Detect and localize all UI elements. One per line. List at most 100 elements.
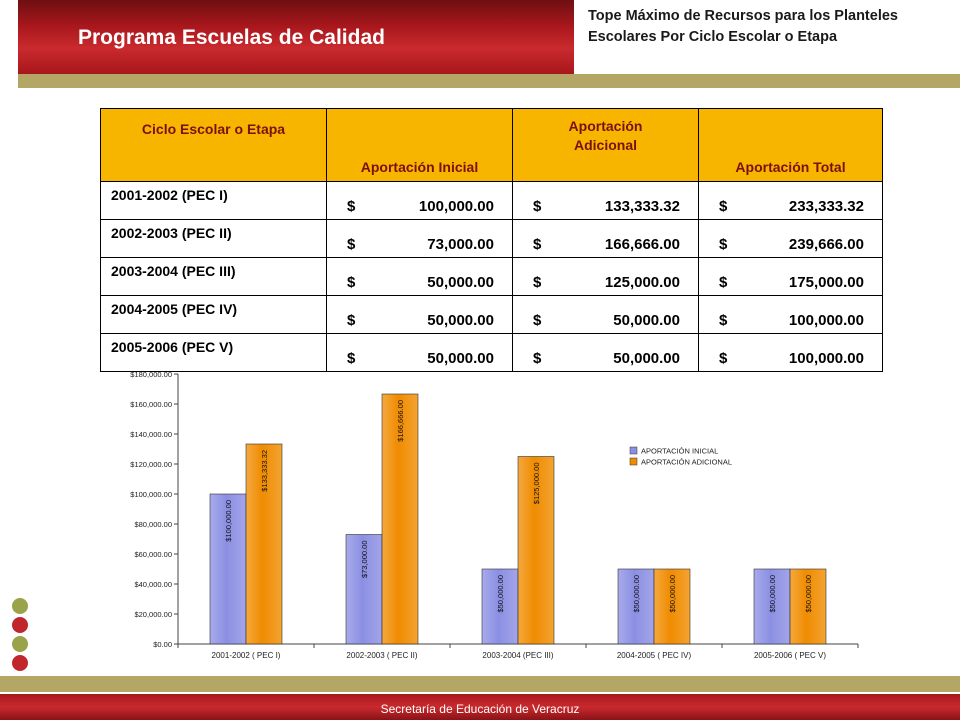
money-value: $50,000.00 xyxy=(327,350,512,367)
header-stripe xyxy=(18,74,960,88)
money-value: $125,000.00 xyxy=(513,274,698,291)
amount: 233,333.32 xyxy=(788,198,864,215)
cell-total: $100,000.00 xyxy=(698,295,883,334)
x-tick-label: 2003-2004 (PEC III) xyxy=(482,651,553,660)
data-label: $50,000.00 xyxy=(768,575,777,613)
header-adicional: Aportación Adicional xyxy=(512,108,699,182)
money-value: $239,666.00 xyxy=(699,236,882,253)
cell-adicional: $166,666.00 xyxy=(512,219,699,258)
money-value: $50,000.00 xyxy=(513,312,698,329)
footer-text: Secretaría de Educación de Veracruz xyxy=(380,702,580,716)
table-header-row: Ciclo Escolar o Etapa Aportación Inicial… xyxy=(100,108,883,182)
money-value: $50,000.00 xyxy=(513,350,698,367)
y-tick-label: $0.00 xyxy=(153,640,172,649)
data-label: $100,000.00 xyxy=(224,500,233,542)
table-row: 2005-2006 (PEC V) $50,000.00 $50,000.00 $10… xyxy=(100,333,883,372)
bar-adicional xyxy=(653,568,691,645)
cell-ciclo: 2001-2002 (PEC I) xyxy=(100,181,327,220)
legend-label: APORTACIÓN INICIAL xyxy=(641,447,718,456)
amount: 166,666.00 xyxy=(604,236,680,253)
decor-dot-1 xyxy=(12,598,28,614)
bar-adicional xyxy=(245,443,283,645)
currency-symbol: $ xyxy=(719,350,728,367)
y-tick-label: $180,000.00 xyxy=(130,370,172,379)
data-label: $133,333.32 xyxy=(260,450,269,492)
bar-adicional xyxy=(789,568,827,645)
bar-inicial xyxy=(345,534,383,645)
amount: 100,000.00 xyxy=(418,198,494,215)
data-label: $50,000.00 xyxy=(668,575,677,613)
table-row: 2001-2002 (PEC I) $100,000.00 $133,333.32 $… xyxy=(100,181,883,220)
data-label: $50,000.00 xyxy=(804,575,813,613)
data-label: $125,000.00 xyxy=(532,463,541,505)
currency-symbol: $ xyxy=(347,312,356,329)
bar-inicial xyxy=(617,568,655,645)
amount: 50,000.00 xyxy=(613,350,680,367)
x-tick-label: 2001-2002 ( PEC I) xyxy=(212,651,281,660)
page-title: Programa Escuelas de Calidad xyxy=(78,26,385,49)
amount: 133,333.32 xyxy=(604,198,680,215)
cell-total: $233,333.32 xyxy=(698,181,883,220)
amount: 50,000.00 xyxy=(613,312,680,329)
y-tick-label: $100,000.00 xyxy=(130,490,172,499)
decor-dot-4 xyxy=(12,655,28,671)
cell-inicial: $50,000.00 xyxy=(326,333,513,372)
cell-adicional: $133,333.32 xyxy=(512,181,699,220)
decor-dot-2 xyxy=(12,617,28,633)
y-tick-label: $120,000.00 xyxy=(130,460,172,469)
money-value: $100,000.00 xyxy=(327,198,512,215)
header-inicial: Aportación Inicial xyxy=(326,108,513,182)
currency-symbol: $ xyxy=(347,236,356,253)
header-band xyxy=(18,0,574,74)
y-tick-label: $140,000.00 xyxy=(130,430,172,439)
cell-ciclo: 2005-2006 (PEC V) xyxy=(100,333,327,372)
legend-swatch xyxy=(629,457,638,466)
cell-inicial: $73,000.00 xyxy=(326,219,513,258)
currency-symbol: $ xyxy=(719,198,728,215)
cell-total: $239,666.00 xyxy=(698,219,883,258)
y-tick-label: $160,000.00 xyxy=(130,400,172,409)
data-label: $50,000.00 xyxy=(632,575,641,613)
table-row: 2004-2005 (PEC IV) $50,000.00 $50,000.00 $1… xyxy=(100,295,883,334)
money-value: $50,000.00 xyxy=(327,312,512,329)
amount: 100,000.00 xyxy=(788,350,864,367)
currency-symbol: $ xyxy=(347,198,356,215)
cell-total: $175,000.00 xyxy=(698,257,883,296)
money-value: $133,333.32 xyxy=(513,198,698,215)
x-tick-label: 2004-2005 ( PEC IV) xyxy=(617,651,692,660)
cell-adicional: $50,000.00 xyxy=(512,333,699,372)
bar-adicional xyxy=(517,456,555,645)
cell-ciclo: 2002-2003 (PEC II) xyxy=(100,219,327,258)
amount: 100,000.00 xyxy=(788,312,864,329)
money-value: $233,333.32 xyxy=(699,198,882,215)
footer-band xyxy=(0,694,960,720)
page-subtitle: Tope Máximo de Recursos para los Plantel… xyxy=(588,8,898,45)
header-ciclo: Ciclo Escolar o Etapa xyxy=(100,108,327,182)
footer-stripe xyxy=(0,676,960,692)
cell-inicial: $50,000.00 xyxy=(326,295,513,334)
y-tick-label: $80,000.00 xyxy=(134,520,172,529)
decor-dot-3 xyxy=(12,636,28,652)
money-value: $100,000.00 xyxy=(699,312,882,329)
header-total: Aportación Total xyxy=(698,108,883,182)
amount: 239,666.00 xyxy=(788,236,864,253)
amount: 175,000.00 xyxy=(788,274,864,291)
legend-label: APORTACIÓN ADICIONAL xyxy=(641,458,732,467)
currency-symbol: $ xyxy=(533,350,542,367)
header-adicional-text: Aportación Adicional xyxy=(568,118,643,153)
cell-adicional: $50,000.00 xyxy=(512,295,699,334)
y-tick-label: $60,000.00 xyxy=(134,550,172,559)
data-label: $50,000.00 xyxy=(496,575,505,613)
table-row: 2003-2004 (PEC III) $50,000.00 $125,000.00… xyxy=(100,257,883,296)
funding-table: Ciclo Escolar o Etapa Aportación Inicial… xyxy=(100,108,883,372)
table-row: 2002-2003 (PEC II) $73,000.00 $166,666.00 $… xyxy=(100,219,883,258)
money-value: $50,000.00 xyxy=(327,274,512,291)
currency-symbol: $ xyxy=(533,312,542,329)
bar-adicional xyxy=(381,393,419,645)
bar-inicial xyxy=(481,568,519,645)
money-value: $100,000.00 xyxy=(699,350,882,367)
bar-inicial xyxy=(753,568,791,645)
currency-symbol: $ xyxy=(533,236,542,253)
currency-symbol: $ xyxy=(719,236,728,253)
money-value: $166,666.00 xyxy=(513,236,698,253)
